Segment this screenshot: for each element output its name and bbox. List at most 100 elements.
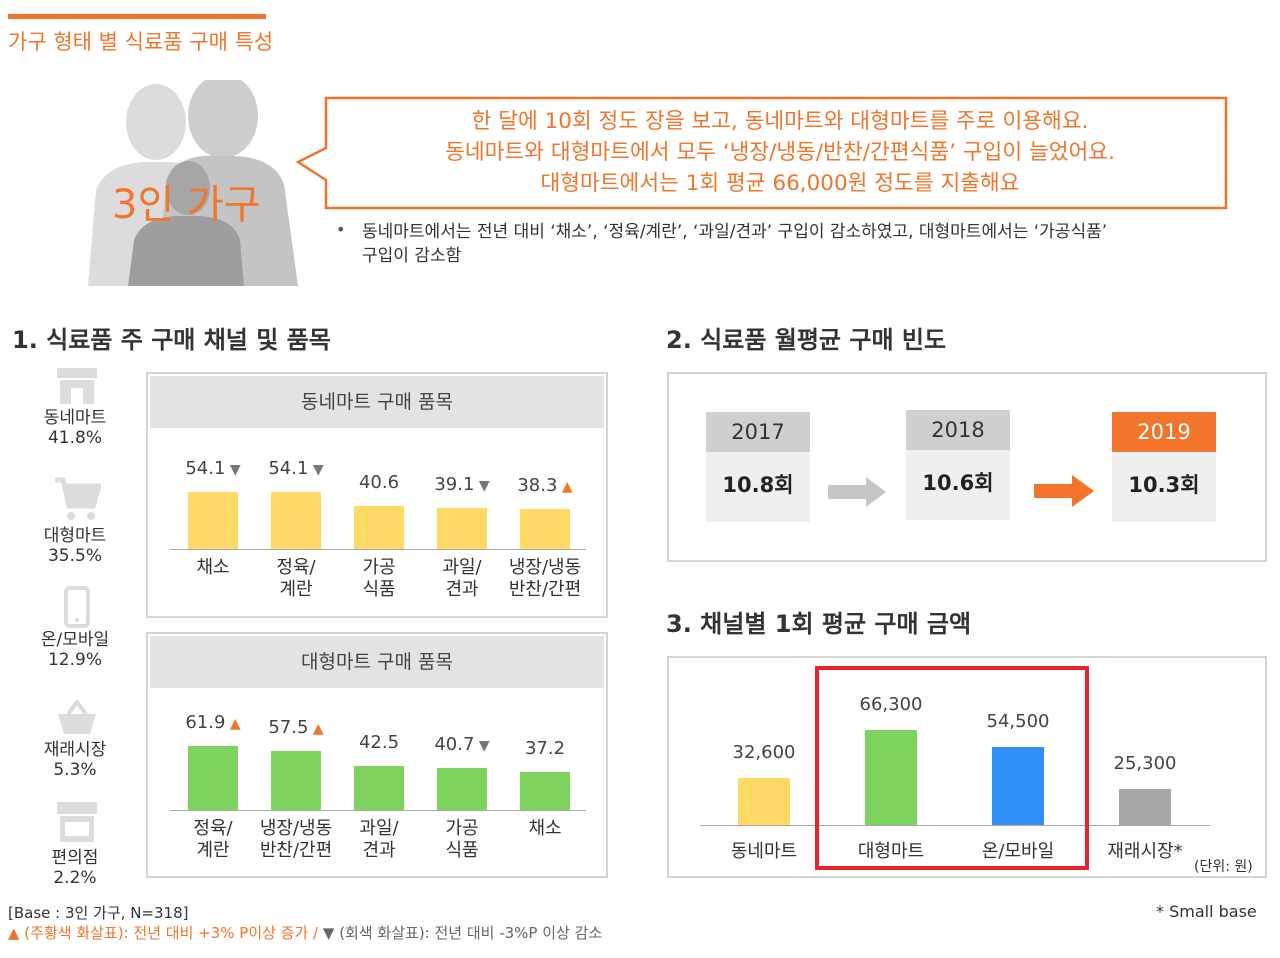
callout-line: 대형마트에서는 1회 평균 66,000원 정도를 지출해요 — [540, 171, 1020, 196]
channel-pct: 2.2% — [53, 868, 97, 888]
channel-item: 재래시장 5.3% — [20, 740, 130, 780]
chart-baseline — [700, 825, 1210, 826]
data-label: 40.6 — [334, 472, 424, 493]
category-label: 동네마트 — [730, 841, 798, 862]
chart-baseline — [170, 549, 586, 550]
channel-item: 온/모바일 12.9% — [20, 630, 130, 670]
bar — [354, 506, 404, 549]
note-bullet: • — [336, 220, 346, 239]
bar — [520, 771, 570, 810]
legend-up: ▲ (주황색 화살표): 전년 대비 +3% P이상 증가 / — [8, 924, 319, 942]
category-label-line: 반찬/간편 — [508, 579, 582, 600]
data-label: 42.5 — [334, 732, 424, 753]
channel-pct: 41.8% — [47, 428, 102, 448]
trend-up-icon: ▲ — [557, 478, 573, 495]
channel-item: 편의점 2.2% — [20, 848, 130, 888]
base-note: [Base : 3인 가구, N=318] — [8, 904, 189, 922]
legend-down: ▼ (회색 화살표): 전년 대비 -3%P 이상 감소 — [322, 924, 603, 942]
chart-baseline — [170, 810, 586, 811]
convenience-store-icon — [57, 802, 97, 842]
data-label-text: 42.5 — [358, 732, 400, 754]
data-label: 66,300 — [859, 694, 923, 715]
note-text: 동네마트에서는 전년 대비 ‘채소’, ‘정육/계란’, ‘과일/견과’ 구입이… — [362, 220, 1262, 268]
year-value: 10.3회 — [1112, 452, 1216, 522]
category-label: 과일/견과 — [422, 557, 502, 601]
unit-note: (단위: 원) — [1194, 859, 1253, 875]
category-label: 정육/계란 — [173, 818, 253, 862]
basket-icon — [58, 700, 96, 734]
callout-line: 한 달에 10회 정도 장을 보고, 동네마트와 대형마트를 주로 이용해요. — [471, 109, 1089, 134]
category-label-line: 정육/ — [276, 557, 316, 578]
category-label-line: 가공 — [362, 557, 396, 578]
category-label-line: 반찬/간편 — [259, 840, 333, 861]
household-label: 3인 가구 — [112, 182, 261, 228]
category-label-line: 견과 — [445, 579, 479, 600]
channel-name: 온/모바일 — [40, 630, 110, 650]
amount-chart-box — [667, 656, 1267, 878]
trend-down-icon: ▼ — [225, 462, 241, 479]
data-label: 25,300 — [1113, 752, 1177, 774]
data-label: 38.3 ▲ — [500, 475, 590, 496]
category-label-line: 과일/ — [442, 557, 482, 578]
category-label-line: 냉장/냉동 — [508, 557, 582, 578]
year-card-2018: 2018 10.6회 — [906, 410, 1010, 520]
section3-title: 3. 채널별 1회 평균 구매 금액 — [666, 610, 972, 638]
bar — [992, 746, 1044, 825]
trend-up-icon: ▲ — [308, 720, 324, 737]
bar — [865, 730, 917, 825]
arrow-right-icon — [1034, 475, 1094, 507]
header-accent-bar — [8, 14, 266, 19]
family-silhouette-icon — [88, 80, 298, 286]
bar — [437, 507, 487, 549]
callout-text: 한 달에 10회 정도 장을 보고, 동네마트와 대형마트를 주로 이용해요. … — [330, 106, 1230, 199]
category-label: 채소 — [173, 557, 253, 579]
data-label-text: 61.9 — [185, 712, 226, 734]
year-card-2017: 2017 10.8회 — [706, 412, 810, 522]
year-value: 10.6회 — [906, 450, 1010, 520]
mobile-icon — [64, 586, 90, 628]
data-label-text: 40.6 — [358, 472, 400, 494]
category-label: 대형마트 — [857, 841, 925, 862]
channel-name: 동네마트 — [43, 408, 107, 428]
arrow-right-icon — [828, 477, 886, 507]
data-label-text: 40.7 — [434, 734, 475, 756]
store-icon — [57, 368, 97, 404]
category-label: 냉장/냉동 반찬/간편 — [256, 818, 336, 862]
data-label-text: 38.3 — [517, 474, 558, 496]
small-base-note: * Small base — [1156, 902, 1257, 921]
year-label: 2017 — [706, 412, 810, 452]
trend-down-icon: ▼ — [308, 462, 324, 479]
category-label-line: 식품 — [445, 840, 479, 861]
category-label: 가공 식품 — [422, 818, 502, 862]
trend-up-icon: ▲ — [225, 716, 241, 733]
section1-title: 1. 식료품 주 구매 채널 및 품목 — [12, 326, 331, 354]
channel-pct: 12.9% — [47, 650, 102, 670]
data-label: 39.1 ▼ — [417, 474, 507, 495]
category-label-line: 식품 — [362, 579, 396, 600]
category-label-line: 견과 — [362, 840, 396, 861]
data-label-text: 54.1 — [185, 458, 226, 480]
data-label-text: 54.1 — [268, 458, 309, 480]
hypermarket-chart-box: 대형마트 구매 품목 — [146, 632, 608, 878]
chart-title: 동네마트 구매 품목 — [150, 376, 604, 428]
category-label: 과일/견과 — [339, 818, 419, 862]
data-label-text: 37.2 — [524, 737, 566, 759]
data-label: 61.9 ▲ — [168, 712, 258, 733]
year-label: 2018 — [906, 410, 1010, 450]
note-line: 동네마트에서는 전년 대비 ‘채소’, ‘정육/계란’, ‘과일/견과’ 구입이… — [362, 222, 1108, 242]
category-label-line: 채소 — [196, 557, 230, 578]
category-label-line: 과일/ — [359, 818, 399, 839]
chart-title: 대형마트 구매 품목 — [150, 636, 604, 688]
data-label: 54.1 ▼ — [168, 458, 258, 479]
note-line: 구입이 감소함 — [362, 246, 462, 266]
trend-down-icon: ▼ — [474, 477, 490, 494]
channel-pct: 35.5% — [47, 546, 102, 566]
bar — [271, 492, 321, 549]
data-label: 54,500 — [986, 710, 1050, 732]
category-label: 냉장/냉동 반찬/간편 — [505, 557, 585, 601]
cart-icon — [55, 477, 101, 520]
data-label: 37.2 — [500, 738, 590, 759]
category-label-line: 계란 — [196, 840, 230, 861]
year-card-2019: 2019 10.3회 — [1112, 412, 1216, 522]
category-label: 재래시장* — [1107, 841, 1183, 862]
